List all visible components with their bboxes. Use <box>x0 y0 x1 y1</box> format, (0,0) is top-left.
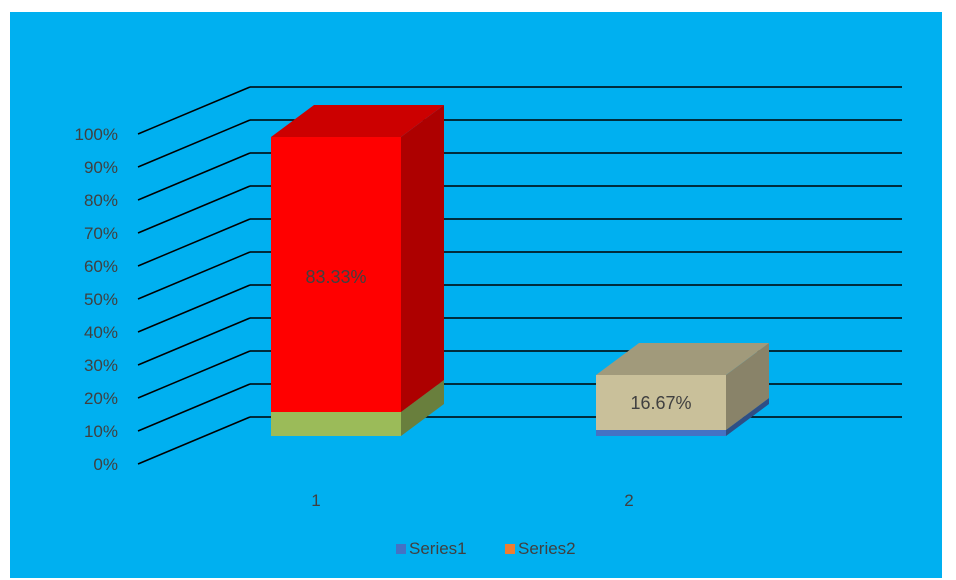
gridline-diagonal <box>137 416 251 465</box>
bar-1-series2-top <box>271 105 444 138</box>
data-label: 83.33% <box>305 267 366 287</box>
x-category-label: 2 <box>624 491 633 510</box>
y-tick-label: 50% <box>84 290 118 309</box>
y-tick-label: 30% <box>84 356 118 375</box>
gridline-diagonal <box>137 383 251 432</box>
gridline-diagonal <box>137 86 251 135</box>
bar-2-series2-top <box>596 342 769 375</box>
bar-2-series2 <box>596 342 769 430</box>
gridline-diagonal <box>137 251 251 300</box>
bar-1-series2 <box>271 105 444 413</box>
data-label: 16.67% <box>630 393 691 413</box>
x-category-label: 1 <box>311 491 320 510</box>
bar-1-base-side <box>401 380 444 436</box>
bars: 83.33% 16.67% <box>271 105 769 436</box>
gridline-diagonal <box>137 119 251 168</box>
y-axis-ticks: 0% 10% 20% 30% 40% 50% 60% 70% 80% 90% 100% <box>75 125 118 474</box>
bar-1-base-front <box>271 412 401 436</box>
chart-area <box>10 12 942 578</box>
gridline-diagonal <box>137 350 251 399</box>
gridline-diagonal <box>137 218 251 267</box>
legend-label: Series2 <box>518 539 576 558</box>
legend-swatch <box>505 544 515 554</box>
gridlines <box>137 86 902 465</box>
y-tick-label: 10% <box>84 422 118 441</box>
y-tick-label: 40% <box>84 323 118 342</box>
y-tick-label: 100% <box>75 125 118 144</box>
bar-2-series2-side <box>726 342 769 430</box>
bar-2-base-side <box>726 398 769 436</box>
bar-1-series2-side <box>401 105 444 413</box>
legend-label: Series1 <box>409 539 467 558</box>
bar-2-series2-front <box>596 374 726 430</box>
legend-swatch <box>396 544 406 554</box>
y-tick-label: 0% <box>93 455 118 474</box>
bar-1-series2-front <box>271 137 401 413</box>
y-tick-label: 20% <box>84 389 118 408</box>
y-tick-label: 70% <box>84 224 118 243</box>
gridline-diagonal <box>137 284 251 333</box>
legend: Series1 Series2 <box>396 539 576 558</box>
gridline-diagonal <box>137 317 251 366</box>
gridline-diagonal <box>137 152 251 201</box>
y-tick-label: 90% <box>84 158 118 177</box>
y-tick-label: 60% <box>84 257 118 276</box>
y-tick-label: 80% <box>84 191 118 210</box>
gridline-diagonal <box>137 185 251 234</box>
bar-2-base-front <box>596 430 726 436</box>
